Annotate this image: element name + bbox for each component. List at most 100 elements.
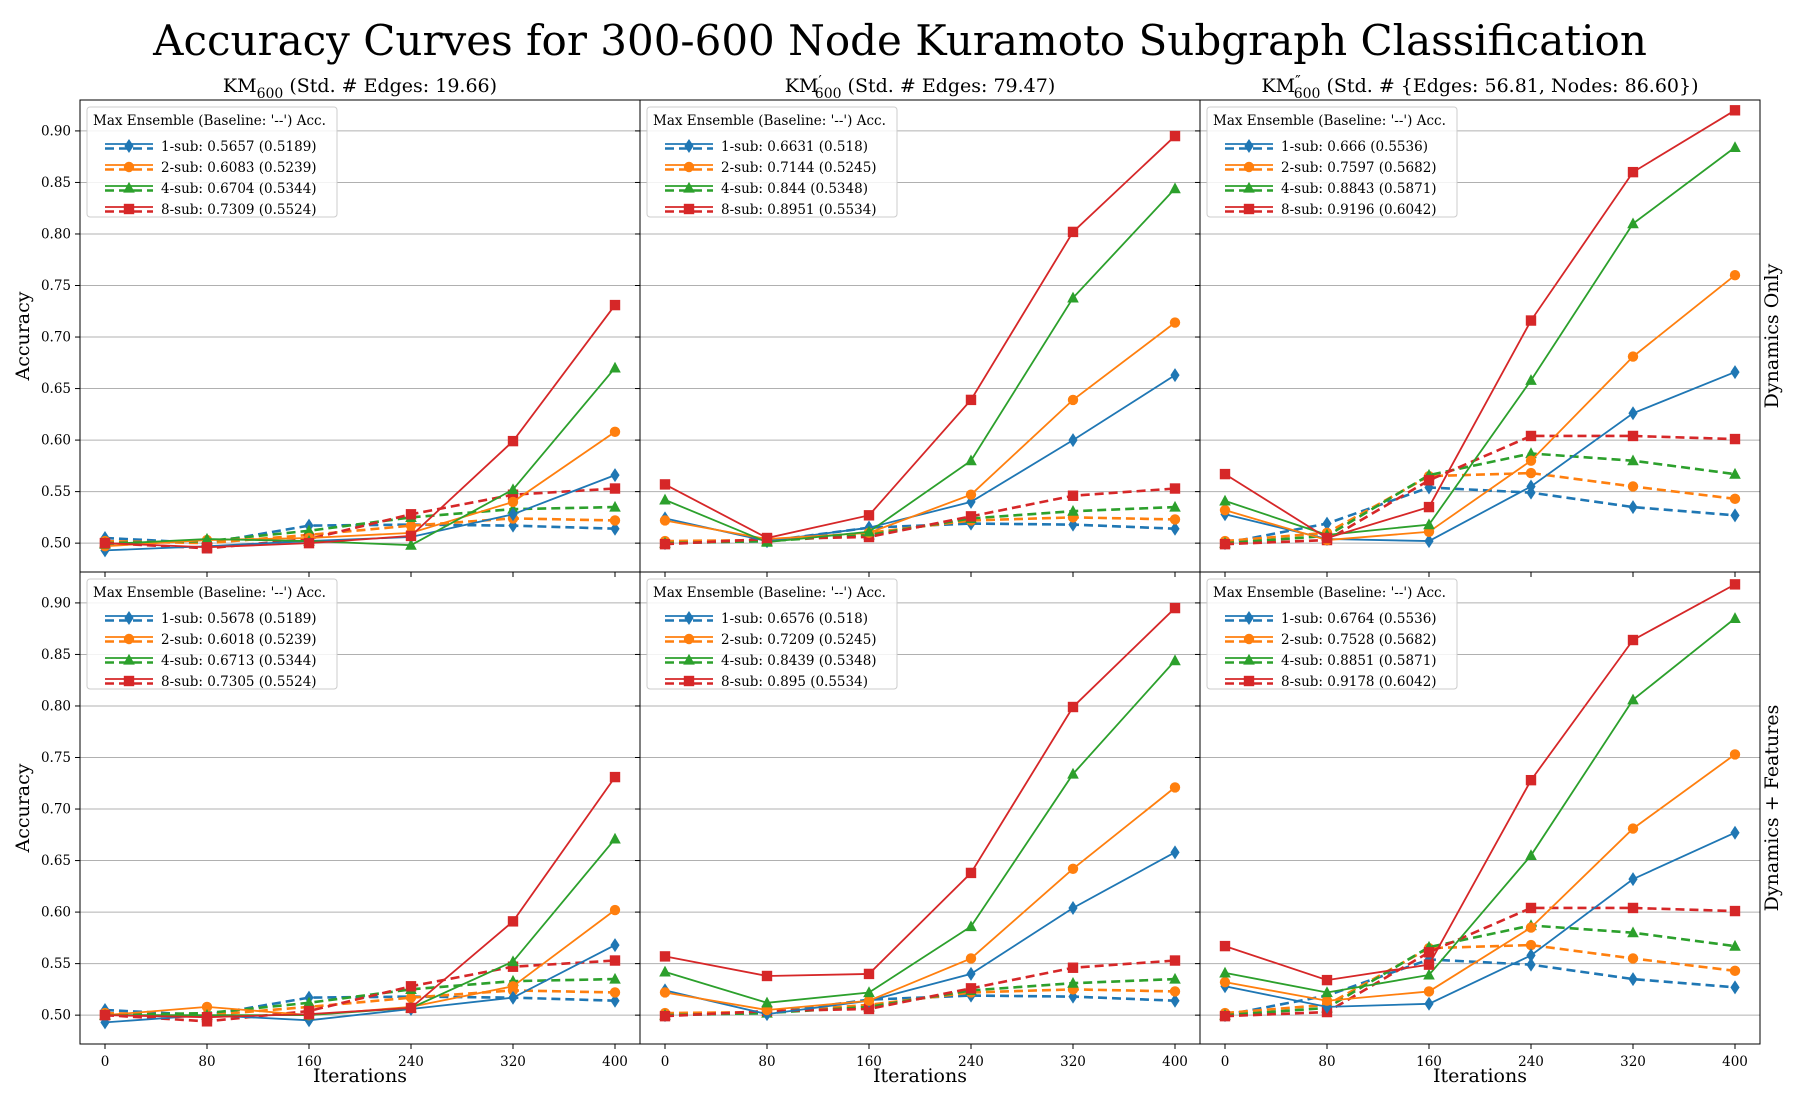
series-point-4-sub [405, 539, 417, 550]
series-point-8-sub [1627, 166, 1639, 178]
series-point-1-sub [1424, 996, 1434, 1011]
legend-marker [683, 633, 695, 645]
y-tick-label: 0.80 [41, 226, 71, 242]
x-tick-label: 0 [661, 1054, 670, 1070]
baseline-point-4-sub [1729, 467, 1741, 479]
baseline-line-2-sub [664, 988, 1176, 1015]
legend-marker [1244, 139, 1254, 153]
series-point-4-sub [1321, 986, 1333, 998]
baseline-point-1-sub [1730, 508, 1740, 523]
legend-marker [123, 203, 135, 215]
series-point-8-sub [659, 951, 671, 962]
title-rest: (Std. # Edges: 79.47) [842, 75, 1056, 97]
legend-marker [683, 675, 695, 687]
legend-marker [123, 161, 135, 173]
x-tick-label: 0 [1221, 1054, 1230, 1070]
series-point-4-sub [1729, 141, 1741, 153]
series-point-1-sub [1526, 479, 1536, 494]
baseline-point-2-sub [1729, 965, 1741, 977]
y-tick-label: 0.85 [41, 647, 71, 663]
series-point-2-sub [1423, 526, 1435, 538]
series-point-4-sub [507, 483, 519, 495]
baseline-point-8-sub [965, 983, 977, 994]
baseline-point-8-sub [507, 961, 519, 972]
baseline-point-4-sub [1169, 500, 1181, 512]
baseline-point-1-sub [1068, 989, 1078, 1004]
y-tick-label: 0.60 [41, 433, 71, 449]
series-point-8-sub [1423, 501, 1435, 513]
title-rest: (Std. # Edges: 19.66) [283, 75, 497, 97]
series-point-2-sub [609, 426, 621, 438]
baseline-point-8-sub [507, 489, 519, 500]
legend-marker [684, 139, 694, 153]
baseline-point-8-sub [965, 511, 977, 522]
baseline-point-1-sub [1170, 521, 1180, 536]
series-point-2-sub [609, 904, 621, 916]
baseline-point-8-sub [609, 955, 621, 966]
legend-entry-4-sub: 4-sub: 0.6704 (0.5344) [161, 181, 317, 197]
panel-0-1: Max Ensemble (Baseline: '--') Acc. 1-sub:… [635, 99, 1201, 577]
series-point-4-sub [1067, 291, 1079, 303]
x-axis-label: Iterations [1433, 1065, 1527, 1087]
series-point-2-sub [1321, 995, 1333, 1006]
series-point-2-sub [1627, 823, 1639, 834]
y-tick-label: 0.70 [41, 330, 71, 346]
baseline-point-1-sub [1424, 480, 1434, 495]
series-point-1-sub [966, 966, 976, 981]
baseline-point-1-sub [1322, 516, 1332, 531]
series-point-8-sub [1525, 315, 1537, 326]
series-point-4-sub [1169, 654, 1181, 666]
x-tick-label: 0 [101, 1054, 110, 1070]
title-prefix: KM [223, 75, 257, 97]
baseline-point-8-sub [659, 1010, 671, 1022]
series-line-1-sub [1224, 831, 1736, 1008]
baseline-line-4-sub [104, 977, 616, 1017]
legend-marker [124, 139, 134, 153]
baseline-point-2-sub [1169, 986, 1181, 997]
baseline-point-1-sub [1170, 993, 1180, 1008]
series-line-8-sub [1224, 109, 1736, 539]
series-point-2-sub [1067, 394, 1079, 406]
figure-title: Accuracy Curves for 300-600 Node Kuramot… [152, 16, 1647, 65]
baseline-point-2-sub [1525, 467, 1537, 479]
row-label-1: Dynamics + Features [1761, 705, 1783, 912]
series-point-8-sub [965, 394, 977, 406]
baseline-point-1-sub [610, 521, 620, 536]
series-point-8-sub [201, 1012, 213, 1023]
series-point-8-sub [507, 435, 519, 447]
legend-marker [1243, 675, 1255, 687]
series-line-8-sub [104, 304, 616, 549]
baseline-point-2-sub [1729, 493, 1741, 505]
series-point-1-sub [1170, 845, 1180, 860]
x-tick-label: 240 [958, 1054, 984, 1070]
legend-entry-4-sub: 4-sub: 0.8843 (0.5871) [1281, 181, 1437, 197]
title-prefix: KM [785, 75, 819, 97]
series-point-2-sub [761, 1004, 773, 1016]
series-point-8-sub [405, 530, 417, 542]
legend: Max Ensemble (Baseline: '--') Acc. 1-sub:… [86, 578, 338, 690]
series-point-2-sub [507, 981, 519, 992]
baseline-point-8-sub [1729, 905, 1741, 917]
series-point-4-sub [761, 996, 773, 1008]
series-point-1-sub [1068, 433, 1078, 448]
baseline-point-8-sub [1525, 430, 1537, 442]
legend: Max Ensemble (Baseline: '--') Acc. 1-sub:… [646, 578, 898, 690]
series-point-1-sub [508, 507, 518, 522]
series-line-4-sub [104, 367, 616, 547]
series-point-2-sub [863, 995, 875, 1006]
title-subscript: 600 [1294, 86, 1321, 102]
legend-marker [1243, 653, 1255, 665]
series-point-8-sub [1729, 579, 1741, 590]
series-point-2-sub [1525, 922, 1537, 933]
legend-title: Max Ensemble (Baseline: '--') Acc. [1213, 113, 1446, 129]
series-point-1-sub [1730, 825, 1740, 840]
legend-entry-8-sub: 8-sub: 0.7309 (0.5524) [161, 202, 317, 218]
baseline-point-4-sub [1525, 447, 1537, 459]
legend-title: Max Ensemble (Baseline: '--') Acc. [1213, 585, 1446, 601]
series-point-1-sub [1730, 365, 1740, 380]
series-point-1-sub [610, 468, 620, 483]
baseline-line-8-sub [1224, 434, 1736, 546]
x-axis-label: Iterations [313, 1065, 407, 1087]
baseline-point-4-sub [303, 996, 315, 1008]
